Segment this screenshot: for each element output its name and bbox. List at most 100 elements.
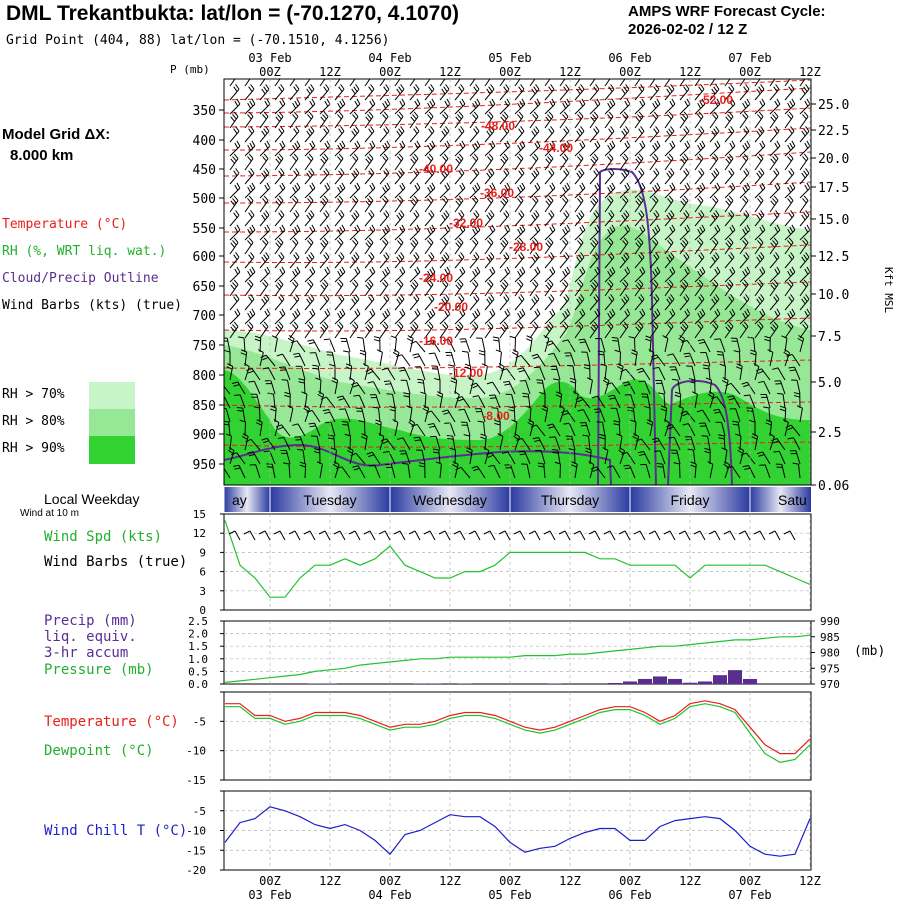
wind-barb [426, 339, 441, 353]
wind-barb [346, 447, 354, 465]
wind-barb [229, 210, 240, 227]
wind-barb [634, 182, 646, 199]
wind-barb [486, 381, 501, 395]
wind-barb [270, 405, 277, 423]
wind-barb [259, 252, 270, 269]
bottom-hour-label: 00Z [259, 874, 281, 888]
wind-barb [623, 464, 636, 479]
forecast-cycle-value: 2026-02-02 / 12 Z [628, 21, 748, 38]
wind-barb [784, 195, 794, 213]
wind-barb [589, 321, 599, 339]
wind-barb [497, 433, 504, 451]
wind-barb [724, 153, 734, 171]
wind-barb [754, 168, 765, 185]
wind-barb [529, 195, 539, 213]
wind-barb [412, 353, 426, 367]
wind-barb [679, 224, 691, 241]
wind-barb [589, 195, 599, 213]
wind-barb [259, 195, 269, 213]
wind-barb [284, 391, 291, 409]
wind-barb [596, 421, 606, 437]
wind-barb [784, 153, 794, 171]
wind-barb [359, 349, 367, 367]
wind-barb [239, 419, 246, 437]
wind-barb [254, 335, 262, 353]
wind-barb [385, 463, 396, 479]
temp-contour-label: -40.00 [419, 162, 453, 176]
wind-barb [392, 349, 400, 367]
wind-barb [427, 423, 441, 437]
wind-barb [741, 381, 756, 395]
wind-barb [799, 84, 810, 101]
wind-barb [784, 279, 794, 297]
wind-barb [572, 391, 579, 409]
wind-barb [559, 182, 571, 199]
wind-barb [319, 79, 326, 87]
temp-contour-label: -48.00 [481, 119, 515, 133]
wind-barb [259, 182, 271, 199]
dewpoint-series-label: Dewpoint (°C) [44, 743, 154, 759]
wind-barb [303, 404, 311, 423]
temperature-line [225, 700, 811, 755]
wind-barb [494, 419, 501, 437]
wind-barb [517, 367, 531, 381]
surface-wind-barb [333, 530, 346, 541]
wind-barb [754, 98, 766, 115]
precip-bar [698, 681, 712, 684]
wind-barb [634, 279, 644, 297]
wind-barb [481, 363, 488, 381]
wind-barb [664, 266, 676, 283]
wind-barb [259, 140, 271, 157]
weekday-cell [630, 487, 750, 512]
wind-barb [664, 153, 674, 171]
wind-barb [422, 405, 430, 423]
wind-barb [445, 351, 456, 367]
wind-barb [574, 224, 586, 241]
wind-barb [394, 195, 404, 213]
wind-barb [784, 321, 794, 339]
wind-barb [349, 376, 355, 395]
wind-barb [462, 350, 471, 367]
wind-barb [262, 367, 276, 381]
wind-barb [784, 79, 791, 87]
wind-barb [304, 279, 314, 297]
wind-barb [679, 266, 691, 283]
wind-barb [339, 408, 351, 423]
wind-barb [679, 252, 690, 269]
wind-barb [530, 424, 546, 437]
wind-barb [559, 224, 571, 241]
wind-barb [589, 252, 600, 269]
wind-barb [484, 168, 495, 185]
wind-barb [349, 195, 359, 213]
wind-barb [754, 195, 764, 213]
wind-barb [694, 237, 704, 255]
height-axis-title: Kft MSL [882, 267, 895, 314]
wind-barb [637, 451, 651, 465]
wind-barb [349, 126, 360, 143]
wind-barb [244, 140, 256, 157]
wind-barb [559, 98, 571, 115]
wind-barb [244, 321, 254, 339]
surface-wind-barb [723, 530, 736, 541]
wind-barb [327, 434, 336, 451]
wind-barb [571, 461, 578, 479]
wind-barb [414, 366, 426, 381]
wind-barb [559, 79, 566, 87]
wind-barb [662, 335, 669, 353]
wind-barb [409, 79, 416, 87]
wind-barb [630, 419, 637, 437]
wind-barb [604, 224, 616, 241]
lower-panels: 15 12 9 6 3 02.52.01.51.00.50.0 990 985 980 975 97… [186, 508, 840, 877]
wind-barb [231, 381, 246, 395]
wind-barb [619, 308, 631, 325]
precip-bar [548, 683, 562, 684]
wind-barb [574, 252, 585, 269]
wind-barb [502, 451, 516, 465]
wind-barb [289, 111, 299, 129]
wind-barb [546, 423, 561, 437]
wind-barb [424, 79, 431, 87]
wind-barb [559, 308, 571, 325]
wind-barb [694, 252, 705, 269]
wind-barb [304, 321, 314, 339]
wind-barb [669, 366, 681, 381]
